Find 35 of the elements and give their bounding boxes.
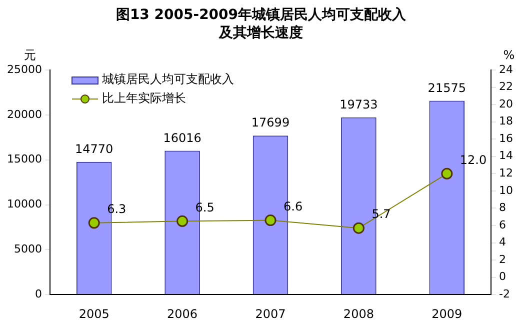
x-tick-label: 2007: [255, 306, 286, 321]
y2-tick-label: 18: [499, 114, 514, 128]
chart-title: 图13 2005-2009年城镇居民人均可支配收入及其增长速度: [114, 6, 408, 43]
data-label: 19733: [340, 97, 378, 112]
data-label: 14770: [75, 142, 114, 156]
x-tick-label: 2006: [167, 306, 198, 321]
y-axis-title: 元: [24, 48, 36, 62]
x-tick-label: 2008: [343, 306, 374, 321]
x-tick-label: 2009: [432, 306, 462, 321]
data-label: 17699: [251, 116, 290, 130]
data-label: 21575: [428, 80, 466, 95]
y2-tick-label: 4: [499, 236, 506, 249]
y2-tick-label: -2: [499, 287, 510, 300]
y-tick-label: 25000: [6, 62, 42, 76]
y-tick-label: 15000: [6, 152, 42, 166]
y2-tick-label: 16: [499, 132, 514, 145]
y2-tick-label: 0: [499, 270, 506, 284]
legend-label: 城镇居民人均可支配收入: [100, 72, 234, 86]
y2-tick-label: 14: [499, 149, 514, 162]
y2-axis-title: %: [503, 48, 515, 62]
y2-tick-label: 12: [499, 166, 514, 180]
y-tick-label: 20000: [6, 108, 42, 121]
y2-tick-label: 20: [499, 97, 514, 110]
data-label: 16016: [163, 130, 202, 145]
y-tick-label: 0: [34, 287, 42, 300]
y-tick-label: 10000: [6, 198, 42, 211]
y2-tick-label: 2: [499, 252, 506, 266]
x-tick-label: 2005: [78, 306, 110, 321]
legend-label: 比上年实际增长: [102, 91, 186, 106]
y2-tick-label: 6: [499, 218, 506, 232]
y2-tick-label: 22: [499, 80, 514, 94]
y2-tick-label: 10: [499, 184, 514, 197]
y2-tick-label: 24: [499, 62, 514, 76]
y2-tick-label: 8: [499, 201, 506, 214]
y-tick-label: 5000: [14, 242, 42, 256]
